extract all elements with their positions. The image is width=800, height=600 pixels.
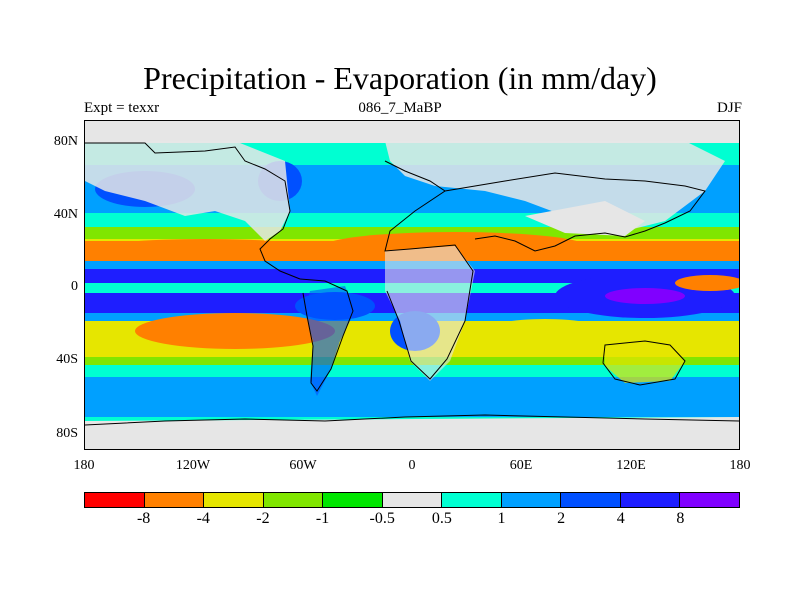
colorbar-swatch — [561, 493, 621, 507]
colorbar-swatch — [680, 493, 740, 507]
colorbar-swatch — [620, 493, 681, 507]
experiment-label: Expt = texxr — [84, 100, 160, 116]
band-south-mid — [85, 365, 739, 377]
pacific-dry-south — [135, 313, 335, 349]
colorbar-label: -4 — [196, 510, 210, 527]
eurasia-center — [525, 201, 645, 236]
colorbar-label: 4 — [616, 510, 625, 527]
colorbar-swatch — [144, 493, 205, 507]
colorbar-label: -0.5 — [369, 510, 395, 527]
eurasia-land — [385, 141, 725, 231]
lon-tick-120w: 120W — [175, 458, 211, 473]
colorbar-label: -8 — [136, 510, 151, 527]
colorbar-label: -1 — [315, 510, 330, 527]
coastlines — [85, 142, 739, 426]
colorbar-swatch — [85, 493, 145, 507]
lat-tick-0: 0 — [71, 279, 78, 294]
lon-tick-180e: 180 — [729, 458, 751, 473]
colorbar-label: 1 — [497, 510, 506, 527]
lon-tick-60w: 60W — [289, 458, 317, 473]
colorbar-swatch — [323, 493, 383, 507]
australia-land — [605, 343, 685, 383]
lon-tick-180w: 180 — [73, 458, 95, 473]
lat-tick-40s: 40S — [56, 352, 78, 367]
season-label: DJF — [716, 100, 742, 116]
lon-tick-120e: 120E — [616, 458, 646, 473]
map-field — [85, 121, 739, 449]
north-america-land — [85, 141, 290, 241]
lat-tick-80s: 80S — [56, 426, 78, 441]
period-label: 086_7_MaBP — [358, 100, 442, 116]
colorbar-swatch — [263, 493, 324, 507]
lon-tick-60e: 60E — [509, 458, 533, 473]
lat-tick-80n: 80N — [53, 134, 78, 149]
lon-tick-0: 0 — [408, 458, 416, 473]
pacific-dry-north — [95, 239, 315, 259]
colorbar-swatch — [442, 493, 502, 507]
colorbar-swatch — [204, 493, 264, 507]
antarctica-land — [85, 417, 739, 449]
colorbar-swatch — [501, 493, 562, 507]
warm-pool-core — [605, 288, 685, 304]
band-southern-ocean — [85, 377, 739, 417]
south-america-land — [305, 286, 355, 396]
east-pacific-dry — [675, 275, 739, 291]
colorbar-label: 0.5 — [431, 510, 452, 527]
colorbar-swatch — [382, 493, 443, 507]
band-arctic — [85, 121, 739, 143]
chart-title: Precipitation - Evaporation (in mm/day) — [143, 60, 657, 96]
colorbar-label: 2 — [557, 510, 566, 527]
indian-dry-south — [485, 319, 605, 343]
colorbar-label: -2 — [256, 510, 270, 527]
colorbar — [84, 492, 740, 508]
map-plot-area — [84, 120, 740, 450]
colorbar-label: 8 — [676, 510, 685, 527]
lat-tick-40n: 40N — [53, 207, 78, 222]
